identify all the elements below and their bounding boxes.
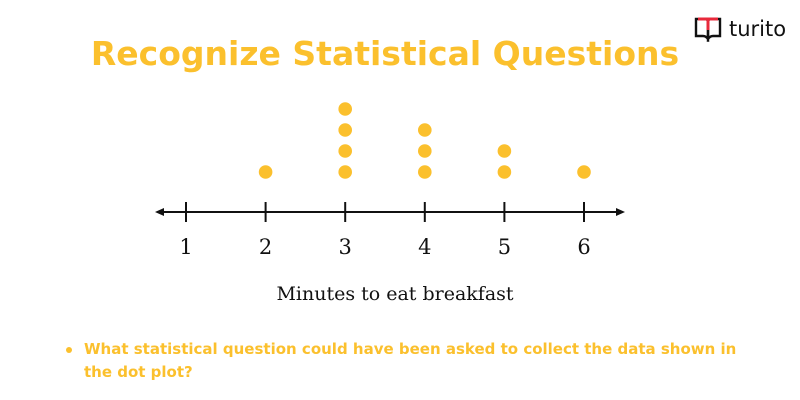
data-dot <box>338 102 353 116</box>
tick-label: 4 <box>418 235 431 259</box>
turito-logo: turito <box>693 16 786 42</box>
data-dot <box>338 144 353 158</box>
data-dot <box>497 144 512 158</box>
data-dot <box>338 165 353 179</box>
open-book-icon <box>694 17 722 42</box>
tick-label: 5 <box>498 235 511 259</box>
question-text: What statistical question could have bee… <box>84 340 737 381</box>
question-bullet: What statistical question could have bee… <box>66 338 766 384</box>
data-dot <box>418 123 432 137</box>
tick-label: 3 <box>339 235 352 259</box>
right-arrow-icon <box>616 208 625 216</box>
data-dot <box>577 165 591 179</box>
data-dot <box>418 165 432 179</box>
x-axis-label: Minutes to eat breakfast <box>276 283 514 305</box>
logo-text: turito <box>729 17 787 41</box>
left-arrow-icon <box>155 208 164 216</box>
bullet-icon <box>66 347 72 353</box>
data-dot <box>497 165 512 179</box>
page-title: Recognize Statistical Questions <box>90 34 680 73</box>
tick-label: 1 <box>179 235 192 259</box>
tick-label: 6 <box>577 235 590 259</box>
dot-plot: 1 2 3 4 5 6 <box>155 102 625 259</box>
data-dot <box>258 165 273 179</box>
tick-label: 2 <box>259 235 272 259</box>
data-dot <box>418 144 432 158</box>
data-dot <box>338 123 353 137</box>
